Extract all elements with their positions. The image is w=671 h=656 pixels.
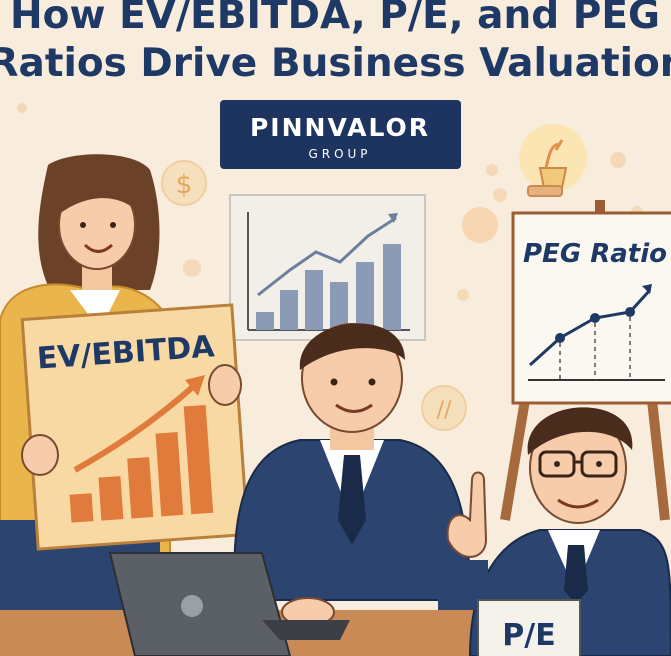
percent-coin-icon: // bbox=[421, 385, 467, 431]
ev-ebitda-board: EV/EBITDA bbox=[20, 303, 250, 551]
pe-card: P/E bbox=[477, 599, 581, 656]
title-line-1: How EV/EBITDA, P/E, and PEG bbox=[10, 0, 660, 38]
dollar-coin-icon: $ bbox=[161, 160, 207, 206]
peg-label: PEG Ratio bbox=[523, 239, 667, 269]
dollar-symbol: $ bbox=[176, 170, 193, 200]
center-man-figure bbox=[233, 323, 472, 627]
peg-easel: PEG Ratio bbox=[500, 200, 671, 521]
title-line-2: Ratios Drive Business Valuation bbox=[0, 41, 671, 86]
svg-text://: // bbox=[437, 398, 452, 423]
logo-name: PINNVALOR bbox=[250, 113, 430, 142]
logo-sub: GROUP bbox=[308, 147, 371, 161]
center-chart-card bbox=[229, 194, 426, 341]
logo-badge: PINNVALOR GROUP bbox=[220, 100, 461, 169]
lightbulb-icon bbox=[519, 124, 587, 197]
pe-label: P/E bbox=[502, 618, 555, 653]
laptop bbox=[108, 552, 350, 656]
decor-dots bbox=[17, 103, 643, 301]
